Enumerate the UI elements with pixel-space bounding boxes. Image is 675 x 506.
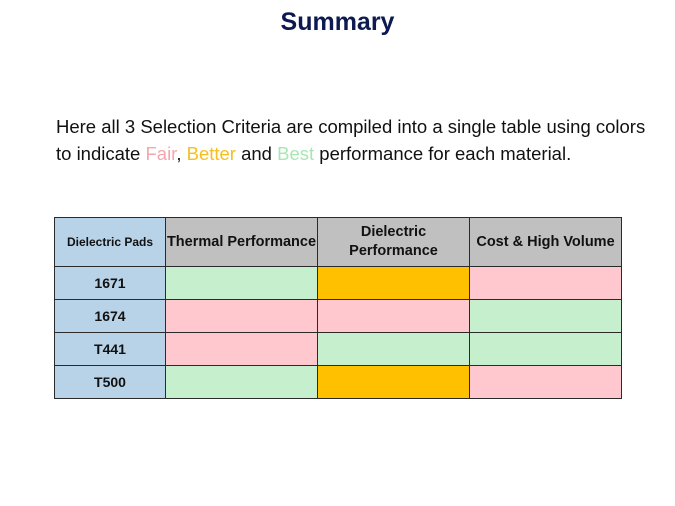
rating-cell (469, 299, 622, 333)
header-row: Dielectric Pads Thermal Performance Diel… (54, 217, 622, 267)
row-label: 1671 (54, 266, 166, 300)
rating-cell (317, 332, 470, 366)
table-row: 1671 (54, 266, 622, 300)
intro-and: and (235, 142, 278, 164)
rating-cell (469, 332, 622, 366)
table-row: T441 (54, 332, 622, 366)
column-header-thermal: Thermal Performance (165, 217, 318, 267)
summary-table: Dielectric Pads Thermal Performance Diel… (54, 217, 622, 399)
intro-text-end: performance for each material. (314, 142, 572, 164)
corner-header: Dielectric Pads (54, 217, 166, 267)
fair-label: Fair (145, 142, 177, 164)
rating-cell (165, 332, 318, 366)
intro-comma: , (176, 142, 187, 164)
intro-text: Here all 3 Selection Criteria are compil… (56, 116, 646, 164)
row-label: T441 (54, 332, 166, 366)
rating-cell (317, 365, 470, 399)
rating-cell (165, 299, 318, 333)
table-row: 1674 (54, 299, 622, 333)
best-label: Best (277, 142, 315, 164)
rating-cell (469, 266, 622, 300)
better-label: Better (186, 142, 236, 164)
column-header-dielectric: Dielectric Performance (317, 217, 470, 267)
rating-cell (317, 266, 470, 300)
intro-paragraph: Here all 3 Selection Criteria are compil… (56, 114, 656, 167)
row-label: T500 (54, 365, 166, 399)
rating-cell (165, 365, 318, 399)
rating-cell (469, 365, 622, 399)
rating-cell (317, 299, 470, 333)
rating-cell (165, 266, 318, 300)
column-header-cost: Cost & High Volume (469, 217, 622, 267)
row-label: 1674 (54, 299, 166, 333)
page-title: Summary (280, 8, 395, 36)
table-row: T500 (54, 365, 622, 399)
